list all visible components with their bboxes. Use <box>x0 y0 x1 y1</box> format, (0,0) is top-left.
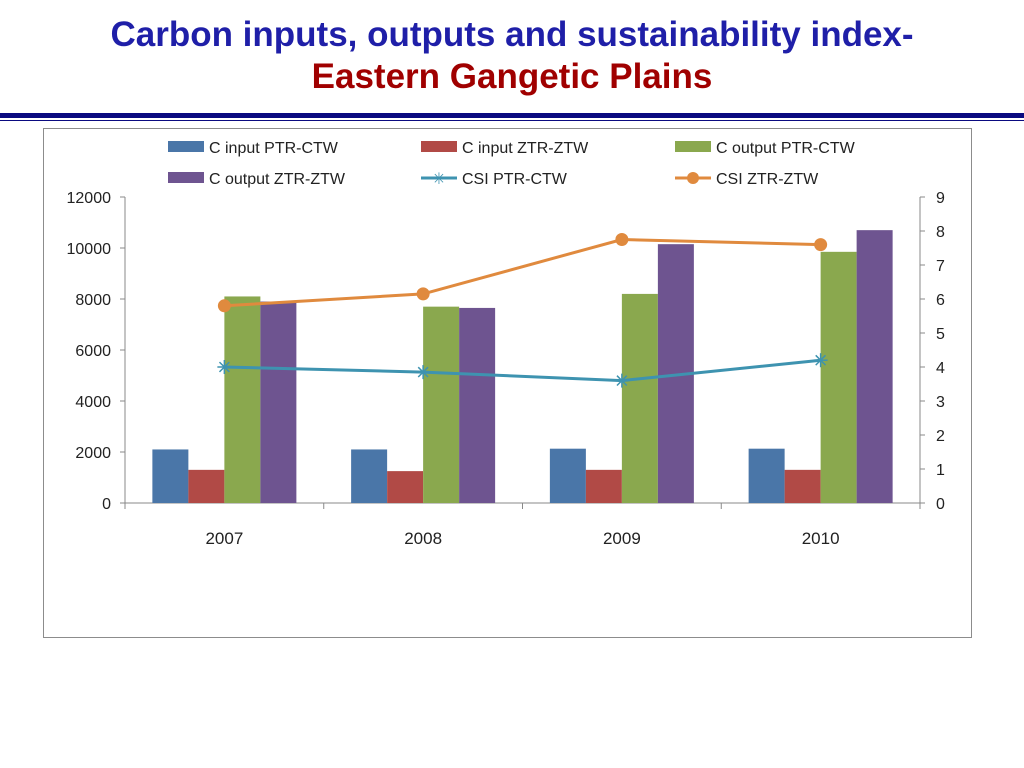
point-csi-ztr-ztw <box>615 233 629 246</box>
bar-c-output-ztr-ztw <box>260 301 297 503</box>
point-csi-ztr-ztw <box>217 299 231 313</box>
y-right-tick-label: 0 <box>936 496 945 513</box>
bar-c-input-ztr-ztw <box>387 471 424 503</box>
title-rule-thin <box>0 120 1024 121</box>
point-csi-ptr-ctw <box>217 360 232 374</box>
legend-marker-csi-ztr-ztw <box>687 172 699 184</box>
y-left-tick-label: 6000 <box>75 343 111 360</box>
bar-c-output-ptr-ctw <box>621 293 658 503</box>
y-right-tick-label: 4 <box>936 360 945 377</box>
bar-c-output-ptr-ctw <box>820 251 857 503</box>
slide-title-line2: Eastern Gangetic Plains <box>311 57 713 96</box>
y-right-tick-label: 8 <box>936 224 945 241</box>
bar-c-output-ptr-ctw <box>423 306 460 503</box>
legend-label: CSI PTR-CTW <box>462 171 568 188</box>
legend-label: CSI ZTR-ZTW <box>716 171 819 188</box>
legend-swatch-c-output-ztr-ztw <box>168 172 204 183</box>
point-csi-ptr-ctw <box>813 353 828 368</box>
x-tick-label: 2007 <box>205 529 243 548</box>
x-tick-label: 2008 <box>404 529 442 548</box>
chart-frame <box>43 128 972 638</box>
point-csi-ptr-ctw <box>614 373 629 388</box>
slide-title-line1: Carbon inputs, outputs and sustainabilit… <box>110 15 914 54</box>
bar-c-input-ptr-ctw <box>549 448 586 503</box>
y-left-tick-label: 2000 <box>75 445 111 462</box>
legend-label: C input ZTR-ZTW <box>462 140 589 157</box>
bar-c-input-ztr-ztw <box>585 469 622 503</box>
y-right-tick-label: 6 <box>936 292 945 309</box>
legend-marker-csi-ptr-ctw: ✳ <box>432 171 445 188</box>
y-right-tick-label: 1 <box>936 462 945 479</box>
y-left-tick-label: 8000 <box>75 292 111 309</box>
legend-label: C output ZTR-ZTW <box>209 171 346 188</box>
slide-title: Carbon inputs, outputs and sustainabilit… <box>0 14 1024 98</box>
y-left-tick-label: 12000 <box>67 190 112 207</box>
y-right-tick-label: 2 <box>936 428 945 445</box>
bar-c-input-ptr-ctw <box>152 449 189 503</box>
legend-label: C input PTR-CTW <box>209 140 339 157</box>
y-left-tick-label: 0 <box>102 496 111 513</box>
x-tick-label: 2009 <box>603 529 641 548</box>
line-csi-ptr-ctw <box>224 358 821 383</box>
y-right-tick-label: 3 <box>936 394 945 411</box>
legend-swatch-c-input-ztr-ztw <box>421 141 457 152</box>
line-csi-ztr-ztw <box>224 237 821 308</box>
legend-swatch-c-input-ptr-ctw <box>168 141 204 152</box>
y-right-tick-label: 5 <box>936 326 945 343</box>
bar-c-input-ztr-ztw <box>784 469 821 503</box>
y-right-tick-label: 9 <box>936 190 945 207</box>
bar-c-output-ptr-ctw <box>224 296 261 503</box>
y-right-tick-label: 7 <box>936 258 945 275</box>
point-csi-ztr-ztw <box>814 238 828 252</box>
title-rule-thick <box>0 113 1024 118</box>
legend-label: C output PTR-CTW <box>716 140 856 157</box>
point-csi-ptr-ctw <box>416 365 431 380</box>
bar-c-input-ptr-ctw <box>748 448 785 503</box>
legend-swatch-c-output-ptr-ctw <box>675 141 711 152</box>
x-tick-label: 2010 <box>802 529 840 548</box>
bar-c-input-ztr-ztw <box>188 469 225 503</box>
point-csi-ztr-ztw <box>416 287 430 301</box>
bar-c-output-ztr-ztw <box>856 230 893 503</box>
bar-c-output-ztr-ztw <box>459 307 496 503</box>
y-left-tick-label: 10000 <box>67 241 112 258</box>
y-left-tick-label: 4000 <box>75 394 111 411</box>
bar-c-input-ptr-ctw <box>351 449 388 503</box>
